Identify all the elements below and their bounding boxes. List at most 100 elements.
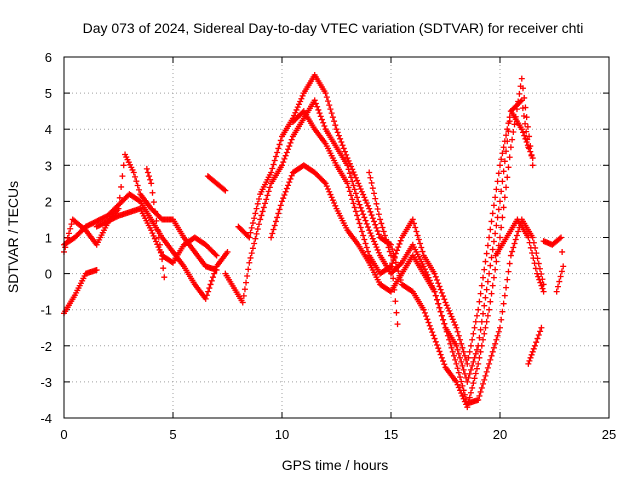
data-point <box>457 336 464 343</box>
data-point <box>438 354 445 361</box>
data-point <box>490 238 497 245</box>
data-point <box>460 395 467 402</box>
data-point <box>511 121 518 128</box>
data-point <box>349 178 356 185</box>
data-point <box>488 218 495 225</box>
data-point <box>558 234 565 241</box>
data-point <box>501 292 508 299</box>
data-point <box>352 174 359 181</box>
data-point <box>388 252 394 259</box>
data-point <box>413 228 420 235</box>
data-point <box>431 288 438 295</box>
data-point <box>529 162 536 169</box>
data-point <box>364 224 371 231</box>
data-point <box>457 387 464 394</box>
data-point <box>259 208 266 215</box>
data-point <box>482 324 489 331</box>
data-point <box>450 319 457 326</box>
data-point <box>384 240 391 247</box>
data-point <box>509 136 516 143</box>
data-point <box>361 194 368 201</box>
data-point <box>322 90 329 97</box>
data-point <box>510 244 517 251</box>
data-point <box>518 97 525 104</box>
data-point <box>454 365 461 372</box>
data-point <box>345 157 352 164</box>
data-point <box>489 246 496 253</box>
series-track-h <box>235 72 536 411</box>
data-point <box>480 310 487 317</box>
data-point <box>484 364 491 371</box>
data-point <box>151 235 158 242</box>
data-point <box>374 246 381 253</box>
x-tick-label: 25 <box>602 427 616 442</box>
data-point <box>373 244 380 251</box>
data-point <box>357 204 364 211</box>
data-point <box>519 105 526 112</box>
data-point <box>254 200 261 207</box>
data-point <box>455 350 462 357</box>
data-point <box>252 210 259 217</box>
data-point <box>351 186 358 193</box>
data-point <box>339 142 346 149</box>
data-point <box>516 90 523 97</box>
data-point <box>537 279 544 286</box>
data-point <box>488 352 495 359</box>
data-point <box>453 342 460 349</box>
data-point <box>466 370 473 377</box>
data-point <box>68 221 75 228</box>
data-point <box>493 336 500 343</box>
data-point <box>366 169 373 176</box>
data-point <box>521 132 528 139</box>
data-point <box>358 208 365 215</box>
data-point <box>409 216 416 223</box>
data-point <box>476 392 483 399</box>
data-point <box>360 191 367 198</box>
data-point <box>529 249 536 256</box>
data-point <box>498 156 505 163</box>
data-point <box>533 339 540 346</box>
data-point <box>458 358 465 365</box>
data-point <box>526 133 533 140</box>
data-point <box>417 240 424 247</box>
data-point <box>350 182 357 189</box>
data-point <box>478 384 485 391</box>
data-point <box>559 248 566 255</box>
data-point <box>118 183 125 190</box>
data-point <box>327 106 334 113</box>
data-point <box>135 186 142 193</box>
data-point <box>500 144 507 151</box>
data-point <box>527 244 534 251</box>
data-point <box>269 165 276 172</box>
data-point <box>535 331 542 338</box>
data-point <box>436 348 443 355</box>
data-point <box>206 285 213 292</box>
data-point <box>412 224 419 231</box>
data-point <box>455 332 462 339</box>
data-point <box>436 304 443 311</box>
data-point <box>265 188 272 195</box>
data-point <box>434 277 441 284</box>
series-track-k <box>366 169 401 328</box>
data-point <box>494 332 501 339</box>
data-point <box>369 235 376 242</box>
data-point <box>375 249 382 256</box>
data-point <box>446 307 453 314</box>
data-point <box>352 190 359 197</box>
data-point <box>312 100 319 107</box>
data-point <box>396 240 403 247</box>
data-point <box>119 173 126 180</box>
data-point <box>520 112 527 119</box>
data-point <box>527 148 534 155</box>
data-point <box>531 260 538 267</box>
data-point <box>517 98 524 105</box>
data-point <box>476 298 483 305</box>
data-point <box>299 92 306 99</box>
data-point <box>268 234 275 241</box>
data-point <box>505 164 512 171</box>
data-point <box>525 234 532 241</box>
data-point <box>150 232 157 239</box>
data-point <box>153 217 160 224</box>
data-point <box>224 248 231 255</box>
